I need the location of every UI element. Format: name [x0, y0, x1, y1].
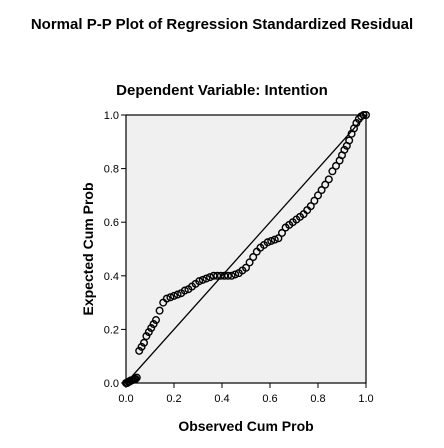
data-point: [245, 258, 254, 267]
y-tick-label: 0.0: [104, 378, 119, 390]
data-point: [317, 186, 326, 195]
y-axis: 0.0 0.2 0.4 0.6 0.8 1.0: [104, 110, 126, 390]
data-point: [132, 373, 141, 382]
data-point: [274, 234, 283, 243]
data-point: [166, 293, 175, 302]
data-point: [314, 191, 323, 200]
data-point: [263, 238, 272, 247]
data-point: [198, 275, 207, 284]
data-point: [321, 180, 330, 189]
x-axis-title: Observed Cum Prob: [178, 418, 313, 434]
data-point: [310, 196, 319, 205]
data-point: [139, 338, 148, 347]
data-point: [328, 167, 337, 176]
x-tick-label: 0.0: [118, 393, 133, 405]
data-point: [340, 145, 349, 154]
data-point: [345, 136, 354, 145]
data-point: [231, 270, 240, 279]
data-point: [270, 235, 279, 244]
y-tick-label: 0.6: [104, 217, 119, 229]
data-point: [359, 110, 368, 119]
x-tick-label: 0.4: [214, 393, 229, 405]
x-axis: 0.0 0.2 0.4 0.6 0.8 1.0: [118, 383, 374, 405]
data-point: [131, 374, 140, 383]
data-point: [267, 236, 276, 245]
data-point: [151, 316, 160, 325]
data-point: [137, 342, 146, 351]
chart-subtitle: Dependent Variable: Intention: [116, 82, 328, 99]
data-point: [135, 346, 144, 355]
y-tick-label: 0.8: [104, 164, 119, 176]
data-points: [121, 110, 371, 388]
data-point: [149, 320, 158, 329]
data-point: [180, 286, 189, 295]
data-point: [362, 110, 371, 119]
data-point: [278, 228, 287, 237]
data-point: [202, 274, 211, 283]
data-point: [205, 273, 214, 282]
data-point: [144, 328, 153, 337]
y-tick-label: 1.0: [104, 110, 119, 122]
data-point: [147, 324, 156, 333]
data-point: [241, 263, 250, 272]
data-point: [306, 202, 315, 211]
data-point: [173, 290, 182, 299]
x-tick-label: 1.0: [358, 393, 373, 405]
data-point: [227, 271, 236, 280]
data-point: [162, 294, 171, 303]
data-point: [352, 119, 361, 128]
x-tick-label: 0.2: [166, 393, 181, 405]
data-point: [195, 277, 204, 286]
data-point: [332, 161, 341, 170]
data-point: [155, 306, 164, 315]
data-point: [142, 332, 151, 341]
data-point: [324, 175, 333, 184]
data-point: [249, 253, 258, 262]
y-axis-title: Expected Cum Prob: [80, 182, 96, 315]
y-tick-label: 0.4: [104, 271, 119, 283]
data-point: [169, 291, 178, 300]
x-tick-label: 0.6: [262, 393, 277, 405]
data-point: [223, 271, 232, 280]
reference-line: [125, 114, 367, 384]
chart-title: Normal P-P Plot of Regression Standardiz…: [31, 16, 413, 33]
y-tick-label: 0.2: [104, 324, 119, 336]
x-tick-label: 0.8: [310, 393, 325, 405]
